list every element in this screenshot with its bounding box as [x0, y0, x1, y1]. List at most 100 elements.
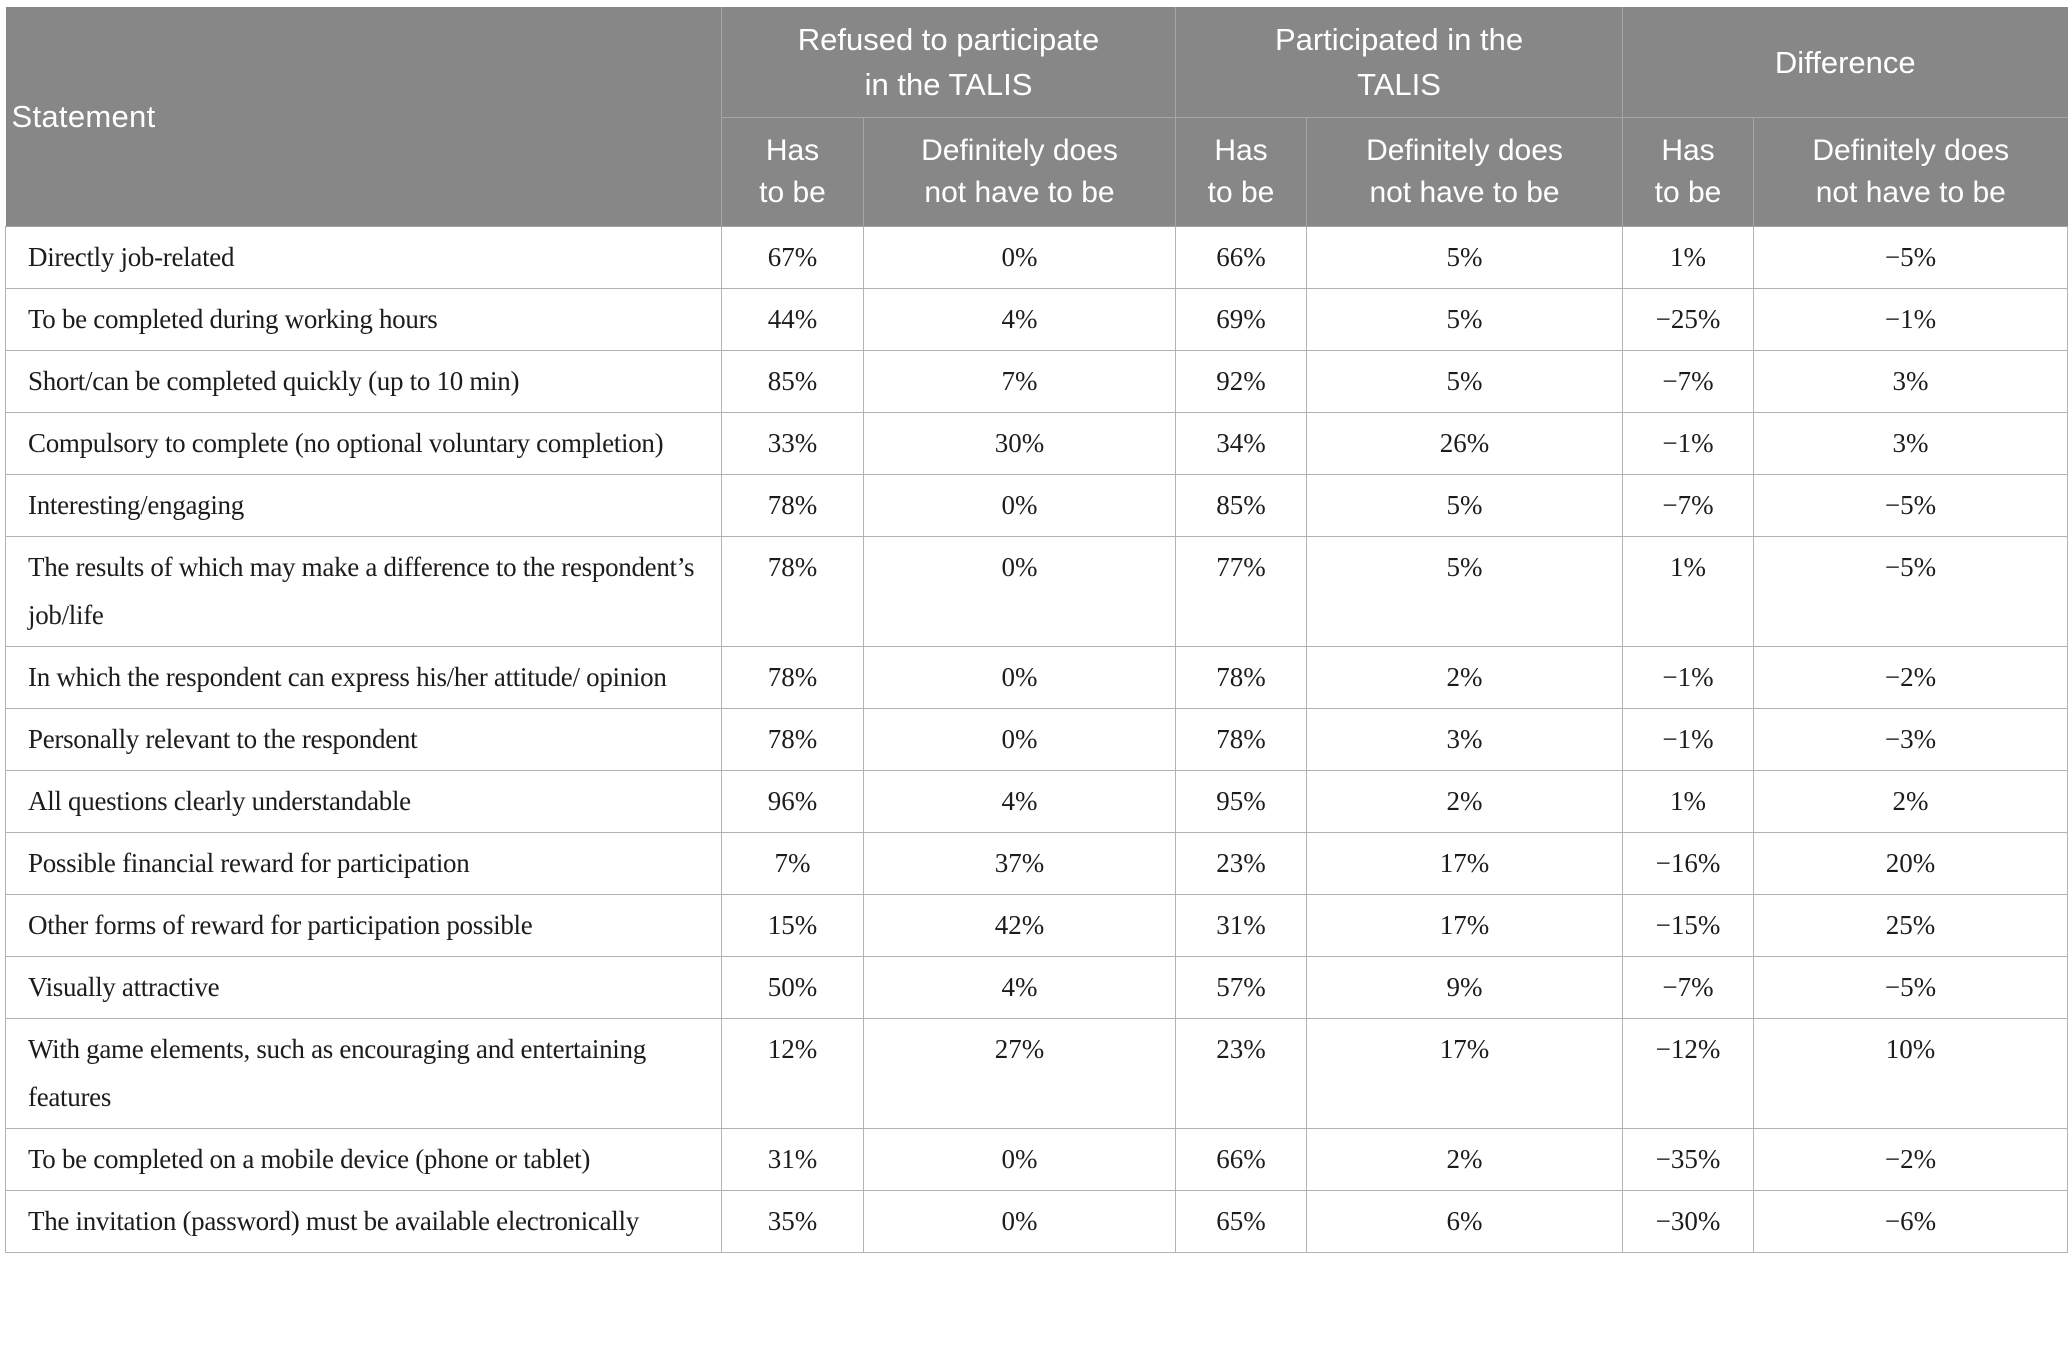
- table-row: In which the respondent can express his/…: [5, 646, 2069, 709]
- value-cell-participated-has-to-be: 34%: [1175, 412, 1308, 475]
- statement-column-header: Statement: [5, 7, 722, 227]
- value-cell-refused-has-to-be: 78%: [721, 708, 864, 771]
- value-cell-refused-does-not: 7%: [862, 350, 1177, 413]
- value-cell-difference-has-to-be: −7%: [1622, 956, 1755, 1019]
- value-cell-participated-has-to-be: 66%: [1175, 226, 1308, 289]
- table-row: Personally relevant to the respondent 78…: [5, 708, 2069, 771]
- value-cell-participated-has-to-be: 85%: [1175, 474, 1308, 537]
- value-cell-refused-does-not: 0%: [862, 1190, 1177, 1253]
- value-cell-difference-has-to-be: −1%: [1622, 646, 1755, 709]
- value-cell-participated-does-not: 3%: [1306, 708, 1624, 771]
- value-cell-difference-does-not: −2%: [1753, 646, 2069, 709]
- subheader-participated-does-not-have-to-be: Definitely does not have to be: [1306, 117, 1624, 227]
- table-row: The invitation (password) must be availa…: [5, 1190, 2069, 1253]
- value-cell-refused-has-to-be: 50%: [721, 956, 864, 1019]
- value-cell-refused-has-to-be: 96%: [721, 770, 864, 833]
- value-cell-participated-does-not: 2%: [1306, 770, 1624, 833]
- value-cell-difference-has-to-be: 1%: [1622, 770, 1755, 833]
- value-cell-difference-has-to-be: −15%: [1622, 894, 1755, 957]
- statement-cell: Interesting/engaging: [5, 474, 722, 537]
- value-cell-participated-does-not: 6%: [1306, 1190, 1624, 1253]
- value-cell-participated-has-to-be: 95%: [1175, 770, 1308, 833]
- value-cell-refused-does-not: 30%: [862, 412, 1177, 475]
- table-row: Visually attractive 50% 4% 57% 9% −7% −5…: [5, 956, 2069, 1019]
- value-cell-difference-has-to-be: −35%: [1622, 1128, 1755, 1191]
- statement-cell: To be completed during working hours: [5, 288, 722, 351]
- value-cell-refused-does-not: 0%: [862, 646, 1177, 709]
- value-cell-participated-has-to-be: 77%: [1175, 536, 1308, 647]
- statement-cell: Other forms of reward for participation …: [5, 894, 722, 957]
- value-cell-refused-does-not: 37%: [862, 832, 1177, 895]
- value-cell-participated-does-not: 5%: [1306, 288, 1624, 351]
- table-row: To be completed on a mobile device (phon…: [5, 1128, 2069, 1191]
- value-cell-participated-has-to-be: 57%: [1175, 956, 1308, 1019]
- group-header-refused: Refused to participate in the TALIS: [720, 7, 1177, 118]
- table-body: Directly job-related 67% 0% 66% 5% 1% −5…: [5, 226, 2069, 1253]
- value-cell-participated-does-not: 5%: [1306, 226, 1624, 289]
- value-cell-participated-has-to-be: 78%: [1175, 708, 1308, 771]
- table-row: Compulsory to complete (no optional volu…: [5, 412, 2069, 475]
- subheader-difference-has-to-be: Has to be: [1622, 117, 1755, 227]
- value-cell-refused-does-not: 0%: [862, 474, 1177, 537]
- value-cell-difference-does-not: −5%: [1753, 956, 2069, 1019]
- statement-cell: With game elements, such as encouraging …: [5, 1018, 722, 1129]
- value-cell-difference-does-not: 10%: [1753, 1018, 2069, 1129]
- value-cell-difference-does-not: 25%: [1753, 894, 2069, 957]
- value-cell-participated-has-to-be: 92%: [1175, 350, 1308, 413]
- table-row: Interesting/engaging 78% 0% 85% 5% −7% −…: [5, 474, 2069, 537]
- statement-cell: The invitation (password) must be availa…: [5, 1190, 722, 1253]
- header-sub-row: Has to be Definitely does not have to be…: [6, 117, 2068, 227]
- table-row: Directly job-related 67% 0% 66% 5% 1% −5…: [5, 226, 2069, 289]
- value-cell-difference-does-not: 3%: [1753, 350, 2069, 413]
- value-cell-participated-does-not: 9%: [1306, 956, 1624, 1019]
- value-cell-participated-has-to-be: 78%: [1175, 646, 1308, 709]
- value-cell-refused-has-to-be: 85%: [721, 350, 864, 413]
- value-cell-refused-does-not: 0%: [862, 708, 1177, 771]
- value-cell-refused-does-not: 4%: [862, 770, 1177, 833]
- statement-cell: Possible financial reward for participat…: [5, 832, 722, 895]
- value-cell-difference-does-not: 2%: [1753, 770, 2069, 833]
- value-cell-refused-does-not: 4%: [862, 288, 1177, 351]
- value-cell-refused-does-not: 4%: [862, 956, 1177, 1019]
- value-cell-difference-has-to-be: 1%: [1622, 226, 1755, 289]
- value-cell-refused-has-to-be: 7%: [721, 832, 864, 895]
- statement-cell: Visually attractive: [5, 956, 722, 1019]
- statement-cell: Personally relevant to the respondent: [5, 708, 722, 771]
- value-cell-difference-has-to-be: −25%: [1622, 288, 1755, 351]
- statement-cell: Directly job-related: [5, 226, 722, 289]
- value-cell-difference-does-not: −1%: [1753, 288, 2069, 351]
- table-row: To be completed during working hours 44%…: [5, 288, 2069, 351]
- statement-cell: In which the respondent can express his/…: [5, 646, 722, 709]
- subheader-refused-does-not-have-to-be: Definitely does not have to be: [862, 117, 1177, 227]
- subheader-refused-has-to-be: Has to be: [721, 117, 864, 227]
- group-header-difference: Difference: [1622, 7, 2068, 118]
- value-cell-difference-has-to-be: −7%: [1622, 350, 1755, 413]
- value-cell-difference-has-to-be: −12%: [1622, 1018, 1755, 1129]
- table-container: Statement Refused to participate in the …: [5, 7, 2069, 1253]
- value-cell-refused-has-to-be: 15%: [721, 894, 864, 957]
- value-cell-participated-has-to-be: 65%: [1175, 1190, 1308, 1253]
- value-cell-refused-does-not: 0%: [862, 226, 1177, 289]
- value-cell-refused-does-not: 42%: [862, 894, 1177, 957]
- value-cell-difference-does-not: 20%: [1753, 832, 2069, 895]
- table-row: Other forms of reward for participation …: [5, 894, 2069, 957]
- table-row: The results of which may make a differen…: [5, 536, 2069, 647]
- value-cell-refused-has-to-be: 44%: [721, 288, 864, 351]
- value-cell-participated-does-not: 17%: [1306, 1018, 1624, 1129]
- table-row: Short/can be completed quickly (up to 10…: [5, 350, 2069, 413]
- value-cell-participated-does-not: 5%: [1306, 474, 1624, 537]
- table-header: Statement Refused to participate in the …: [5, 7, 2068, 227]
- value-cell-difference-has-to-be: −1%: [1622, 708, 1755, 771]
- value-cell-participated-does-not: 5%: [1306, 536, 1624, 647]
- value-cell-difference-does-not: −5%: [1753, 474, 2069, 537]
- value-cell-difference-does-not: −2%: [1753, 1128, 2069, 1191]
- value-cell-participated-has-to-be: 23%: [1175, 1018, 1308, 1129]
- value-cell-difference-does-not: −5%: [1753, 536, 2069, 647]
- header-group-row: Statement Refused to participate in the …: [5, 7, 2068, 227]
- value-cell-participated-does-not: 2%: [1306, 646, 1624, 709]
- value-cell-participated-does-not: 2%: [1306, 1128, 1624, 1191]
- subheader-participated-has-to-be: Has to be: [1175, 117, 1308, 227]
- value-cell-participated-has-to-be: 31%: [1175, 894, 1308, 957]
- value-cell-refused-has-to-be: 35%: [721, 1190, 864, 1253]
- value-cell-refused-has-to-be: 67%: [721, 226, 864, 289]
